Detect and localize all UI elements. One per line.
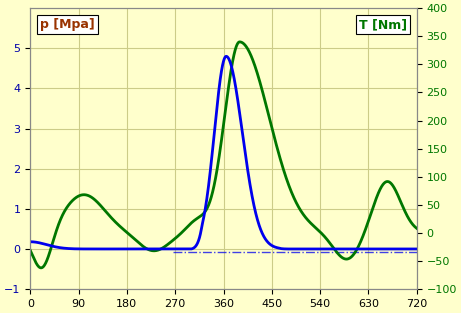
Text: T [Nm]: T [Nm] [359, 18, 407, 31]
Text: p [Mpa]: p [Mpa] [40, 18, 95, 31]
